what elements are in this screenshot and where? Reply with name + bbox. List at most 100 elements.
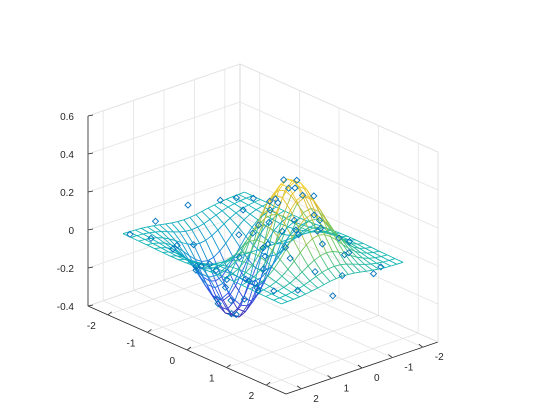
mesh-segment: [267, 239, 276, 245]
scatter-point: [216, 196, 224, 204]
mesh-segment: [259, 225, 267, 235]
floor-grid-y: [224, 258, 423, 348]
mesh-segment: [152, 242, 159, 244]
mesh-segment: [262, 245, 270, 249]
mesh-segment: [326, 251, 333, 254]
mesh-segment: [147, 225, 154, 228]
mesh-segment: [228, 292, 236, 301]
x-tick-mark: [226, 364, 231, 368]
mesh-segment: [309, 223, 317, 228]
mesh-segment: [240, 197, 247, 202]
mesh-segment: [142, 233, 152, 239]
mesh-segment: [235, 212, 245, 221]
mesh-segment: [235, 251, 243, 261]
mesh-segment: [328, 224, 336, 233]
scatter-point: [173, 241, 181, 249]
scatter-point: [184, 201, 192, 209]
mesh-segment: [370, 263, 379, 270]
scatter-point: [261, 252, 269, 260]
mesh-segment: [219, 305, 228, 310]
scatter-point: [189, 241, 198, 249]
mesh-segment: [346, 243, 356, 252]
mesh-segment: [220, 292, 230, 300]
mesh-segment: [248, 201, 255, 206]
mesh-segment: [136, 235, 146, 240]
scatter-point: [239, 206, 247, 214]
mesh-segment: [306, 189, 314, 201]
mesh-segment: [340, 238, 348, 245]
scatter-point: [290, 216, 299, 224]
mesh-segment: [340, 263, 347, 266]
mesh-segment: [181, 242, 188, 245]
mesh-segment: [284, 222, 293, 238]
mesh-segment: [163, 237, 170, 240]
mesh-segment: [261, 275, 269, 282]
mesh-segment: [200, 273, 208, 285]
x-axis-ticks: -2 -1 0 1 2: [87, 311, 271, 402]
mesh-segment: [290, 195, 298, 204]
mesh-segment: [329, 278, 337, 282]
mesh-segment: [342, 244, 350, 249]
mesh-segment: [231, 226, 239, 236]
mesh-segment: [351, 243, 358, 245]
mesh-segment: [277, 287, 285, 292]
y-tick-label: 0: [374, 373, 380, 384]
mesh-segment: [231, 268, 239, 275]
mesh-segment: [387, 254, 396, 260]
mesh-segment: [241, 208, 251, 215]
mesh-segment: [283, 282, 291, 288]
mesh-segment: [246, 195, 253, 199]
z-tick-label: -0.2: [57, 264, 75, 275]
mesh-segment: [388, 258, 396, 261]
z-tick-label: 0.4: [60, 150, 74, 161]
mesh-segment: [260, 271, 268, 278]
mesh-segment: [244, 261, 253, 266]
mesh-segment: [207, 256, 214, 262]
mesh-segment: [384, 265, 391, 269]
mesh-segment: [195, 214, 205, 224]
mesh-segment: [305, 290, 312, 295]
mesh-segment: [273, 268, 283, 277]
wall-grid-z: [239, 177, 439, 267]
mesh-segment: [179, 230, 186, 233]
mesh-segment: [342, 244, 352, 256]
mesh-segment: [268, 243, 276, 247]
mesh-segment: [271, 293, 280, 299]
mesh-segment: [374, 257, 384, 263]
mesh-segment: [226, 196, 233, 200]
mesh-segment: [243, 219, 253, 228]
mesh-segment: [200, 263, 207, 266]
mesh-segment: [214, 287, 222, 300]
scatter-point: [266, 197, 274, 205]
scatter-point: [221, 283, 230, 292]
mesh-segment: [153, 225, 162, 232]
mesh-segment: [167, 231, 176, 241]
z-tick-label: 0.6: [60, 112, 74, 123]
mesh-segment: [237, 308, 246, 313]
mesh-segment: [178, 251, 186, 258]
scatter-point: [310, 211, 318, 219]
mesh-segment: [309, 218, 318, 222]
mesh-segment: [235, 285, 244, 299]
scatter-point: [310, 192, 318, 200]
mesh-segment: [220, 201, 229, 208]
mesh-segment: [352, 246, 362, 254]
mesh-segment: [283, 210, 291, 224]
scatter-point: [249, 229, 257, 237]
mesh-segment: [308, 220, 316, 228]
mesh-segment: [301, 265, 309, 273]
x-tick-label: -1: [126, 338, 135, 349]
mesh-segment: [346, 243, 354, 248]
scatter-point: [345, 237, 354, 246]
mesh-segment: [281, 275, 291, 284]
mesh-segment: [300, 182, 310, 197]
y-tick-mark: [296, 385, 302, 390]
mesh-segment: [168, 238, 178, 248]
mesh-segment: [277, 236, 287, 250]
mesh-segment: [324, 234, 331, 238]
floor-grid-y: [103, 300, 302, 390]
mesh-segment: [140, 227, 150, 234]
scatter-point: [286, 254, 294, 262]
mesh-segment: [207, 204, 215, 209]
mesh-segment: [319, 255, 329, 270]
